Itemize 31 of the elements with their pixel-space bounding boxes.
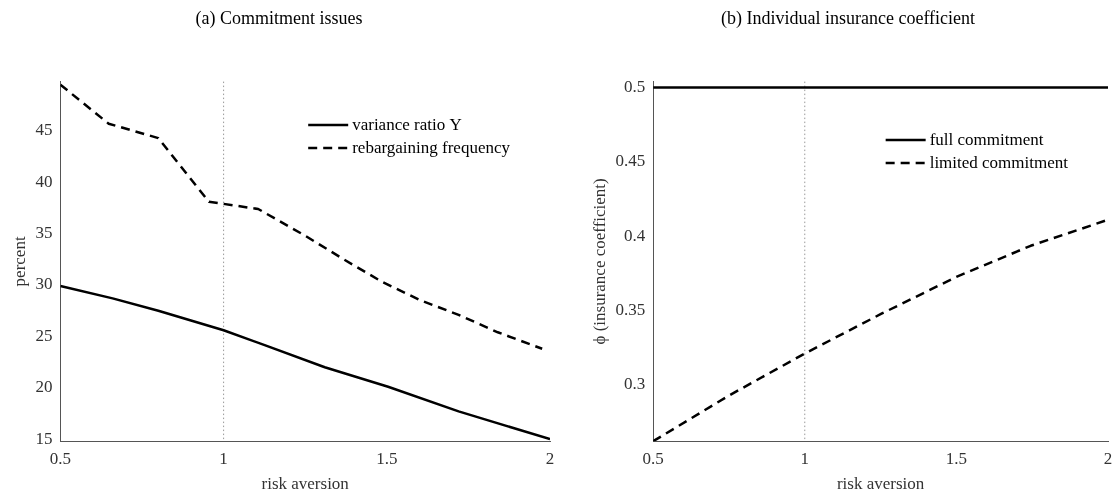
y-tick-label: 0.4 — [623, 225, 646, 245]
x-tick-label: 1.5 — [945, 448, 968, 468]
y-tick-label: 35 — [35, 223, 53, 243]
line-series — [60, 83, 544, 350]
y-tick-label: 0.5 — [623, 77, 646, 97]
y-tick-label: 15 — [35, 428, 53, 448]
legend-label: rebargaining frequency — [352, 137, 511, 157]
chart-title: (b) Individual insurance coefficient — [720, 7, 976, 29]
y-tick-label: 0.3 — [623, 374, 646, 394]
x-tick-label: 2 — [1103, 448, 1113, 468]
legend-label: variance ratio Υ — [352, 114, 462, 134]
x-tick-label: 0.5 — [642, 448, 664, 468]
y-tick-label: 30 — [35, 274, 53, 294]
x-axis-title: risk aversion — [836, 474, 925, 494]
chart-title: (a) Commitment issues — [195, 7, 363, 29]
y-tick-label: 0.45 — [615, 151, 646, 171]
x-tick-label: 2 — [545, 448, 555, 468]
x-tick-label: 1 — [219, 448, 228, 468]
legend-label: full commitment — [929, 129, 1044, 149]
legend-label: limited commitment — [929, 152, 1069, 172]
y-axis-title: ϕ (insurance coefficient) — [589, 178, 609, 345]
y-tick-label: 0.35 — [615, 299, 646, 319]
x-tick-label: 1 — [800, 448, 810, 468]
y-axis-title: percent — [9, 236, 29, 287]
y-tick-label: 25 — [35, 325, 53, 345]
y-tick-label: 40 — [35, 171, 53, 191]
x-tick-label: 1.5 — [376, 448, 398, 468]
x-axis-title: risk aversion — [261, 474, 350, 494]
y-tick-label: 45 — [35, 120, 53, 140]
y-tick-label: 20 — [35, 377, 53, 397]
x-tick-label: 0.5 — [49, 448, 72, 468]
